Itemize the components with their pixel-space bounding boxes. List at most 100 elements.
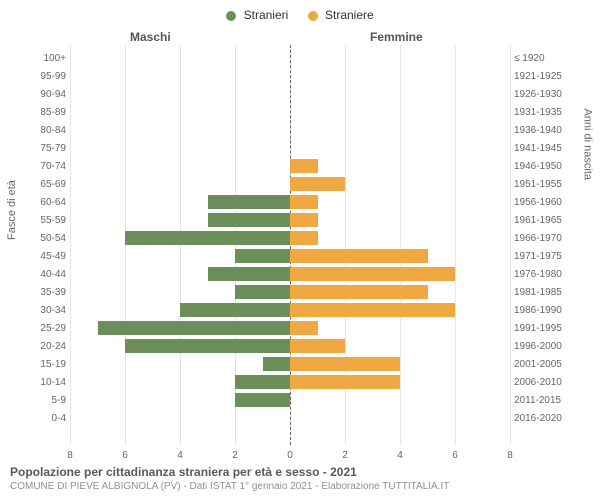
- age-row: 65-691951-1955: [70, 175, 510, 193]
- bar-female: [290, 303, 455, 317]
- birth-year-label: 1951-1955: [514, 179, 576, 190]
- bar-female: [290, 195, 318, 209]
- age-label: 15-19: [22, 359, 66, 370]
- bar-male: [235, 249, 290, 263]
- bar-female: [290, 285, 428, 299]
- bar-female: [290, 357, 400, 371]
- age-row: 5-92011-2015: [70, 391, 510, 409]
- bar-female: [290, 213, 318, 227]
- age-label: 30-34: [22, 305, 66, 316]
- bar-male: [208, 267, 291, 281]
- bar-male: [208, 213, 291, 227]
- bar-male: [208, 195, 291, 209]
- birth-year-label: 1966-1970: [514, 233, 576, 244]
- legend-swatch-male: [226, 11, 236, 21]
- birth-year-label: 1986-1990: [514, 305, 576, 316]
- chart-title: Popolazione per cittadinanza straniera p…: [10, 465, 449, 479]
- bar-male: [235, 285, 290, 299]
- bar-female: [290, 321, 318, 335]
- birth-year-label: ≤ 1920: [514, 53, 576, 64]
- x-tick-label: 8: [67, 450, 73, 461]
- age-row: 30-341986-1990: [70, 301, 510, 319]
- legend: Stranieri Straniere: [0, 8, 600, 22]
- age-row: 20-241996-2000: [70, 337, 510, 355]
- bar-male: [125, 339, 290, 353]
- column-header-female: Femmine: [370, 30, 423, 44]
- chart-subtitle: COMUNE DI PIEVE ALBIGNOLA (PV) - Dati IS…: [10, 481, 449, 492]
- birth-year-label: 1921-1925: [514, 71, 576, 82]
- age-label: 95-99: [22, 71, 66, 82]
- age-row: 50-541966-1970: [70, 229, 510, 247]
- bar-female: [290, 231, 318, 245]
- bar-male: [263, 357, 291, 371]
- age-row: 25-291991-1995: [70, 319, 510, 337]
- birth-year-label: 1971-1975: [514, 251, 576, 262]
- age-label: 40-44: [22, 269, 66, 280]
- x-tick-label: 0: [287, 450, 293, 461]
- bar-male: [98, 321, 291, 335]
- x-tick-label: 2: [232, 450, 238, 461]
- bar-female: [290, 375, 400, 389]
- birth-year-label: 1931-1935: [514, 107, 576, 118]
- age-row: 55-591961-1965: [70, 211, 510, 229]
- age-label: 35-39: [22, 287, 66, 298]
- birth-year-label: 1946-1950: [514, 161, 576, 172]
- age-label: 45-49: [22, 251, 66, 262]
- x-tick-label: 6: [122, 450, 128, 461]
- birth-year-label: 1976-1980: [514, 269, 576, 280]
- age-label: 20-24: [22, 341, 66, 352]
- age-label: 75-79: [22, 143, 66, 154]
- age-row: 90-941926-1930: [70, 85, 510, 103]
- birth-year-label: 1926-1930: [514, 89, 576, 100]
- bar-male: [235, 375, 290, 389]
- bar-female: [290, 159, 318, 173]
- birth-year-label: 2011-2015: [514, 395, 576, 406]
- age-row: 35-391981-1985: [70, 283, 510, 301]
- legend-item-female: Straniere: [308, 8, 374, 22]
- birth-year-label: 2016-2020: [514, 413, 576, 424]
- birth-year-label: 1956-1960: [514, 197, 576, 208]
- age-row: 60-641956-1960: [70, 193, 510, 211]
- age-row: 10-142006-2010: [70, 373, 510, 391]
- age-row: 95-991921-1925: [70, 67, 510, 85]
- bar-female: [290, 177, 345, 191]
- age-label: 25-29: [22, 323, 66, 334]
- age-row: 70-741946-1950: [70, 157, 510, 175]
- chart-footer: Popolazione per cittadinanza straniera p…: [10, 465, 449, 492]
- bar-female: [290, 249, 428, 263]
- x-tick-label: 6: [452, 450, 458, 461]
- legend-swatch-female: [308, 11, 318, 21]
- age-row: 40-441976-1980: [70, 265, 510, 283]
- birth-year-label: 1961-1965: [514, 215, 576, 226]
- x-tick-label: 4: [397, 450, 403, 461]
- x-tick-label: 4: [177, 450, 183, 461]
- bar-female: [290, 267, 455, 281]
- age-label: 80-84: [22, 125, 66, 136]
- bar-male: [235, 393, 290, 407]
- age-row: 85-891931-1935: [70, 103, 510, 121]
- y-axis-title-right: Anni di nascita: [582, 108, 594, 180]
- bar-female: [290, 339, 345, 353]
- age-label: 100+: [22, 53, 66, 64]
- age-label: 50-54: [22, 233, 66, 244]
- birth-year-label: 2006-2010: [514, 377, 576, 388]
- birth-year-label: 1981-1985: [514, 287, 576, 298]
- birth-year-label: 1936-1940: [514, 125, 576, 136]
- column-header-male: Maschi: [130, 30, 171, 44]
- population-pyramid-chart: Stranieri Straniere Maschi Femmine Fasce…: [0, 0, 600, 500]
- age-label: 60-64: [22, 197, 66, 208]
- age-label: 10-14: [22, 377, 66, 388]
- age-label: 5-9: [22, 395, 66, 406]
- age-label: 70-74: [22, 161, 66, 172]
- age-row: 0-42016-2020: [70, 409, 510, 427]
- bar-male: [125, 231, 290, 245]
- age-label: 85-89: [22, 107, 66, 118]
- plot-area: 864202468100+≤ 192095-991921-192590-9419…: [70, 45, 510, 445]
- age-row: 80-841936-1940: [70, 121, 510, 139]
- legend-label-male: Stranieri: [244, 8, 289, 22]
- age-row: 45-491971-1975: [70, 247, 510, 265]
- age-label: 0-4: [22, 413, 66, 424]
- age-label: 55-59: [22, 215, 66, 226]
- birth-year-label: 1941-1945: [514, 143, 576, 154]
- y-axis-title-left: Fasce di età: [6, 180, 18, 240]
